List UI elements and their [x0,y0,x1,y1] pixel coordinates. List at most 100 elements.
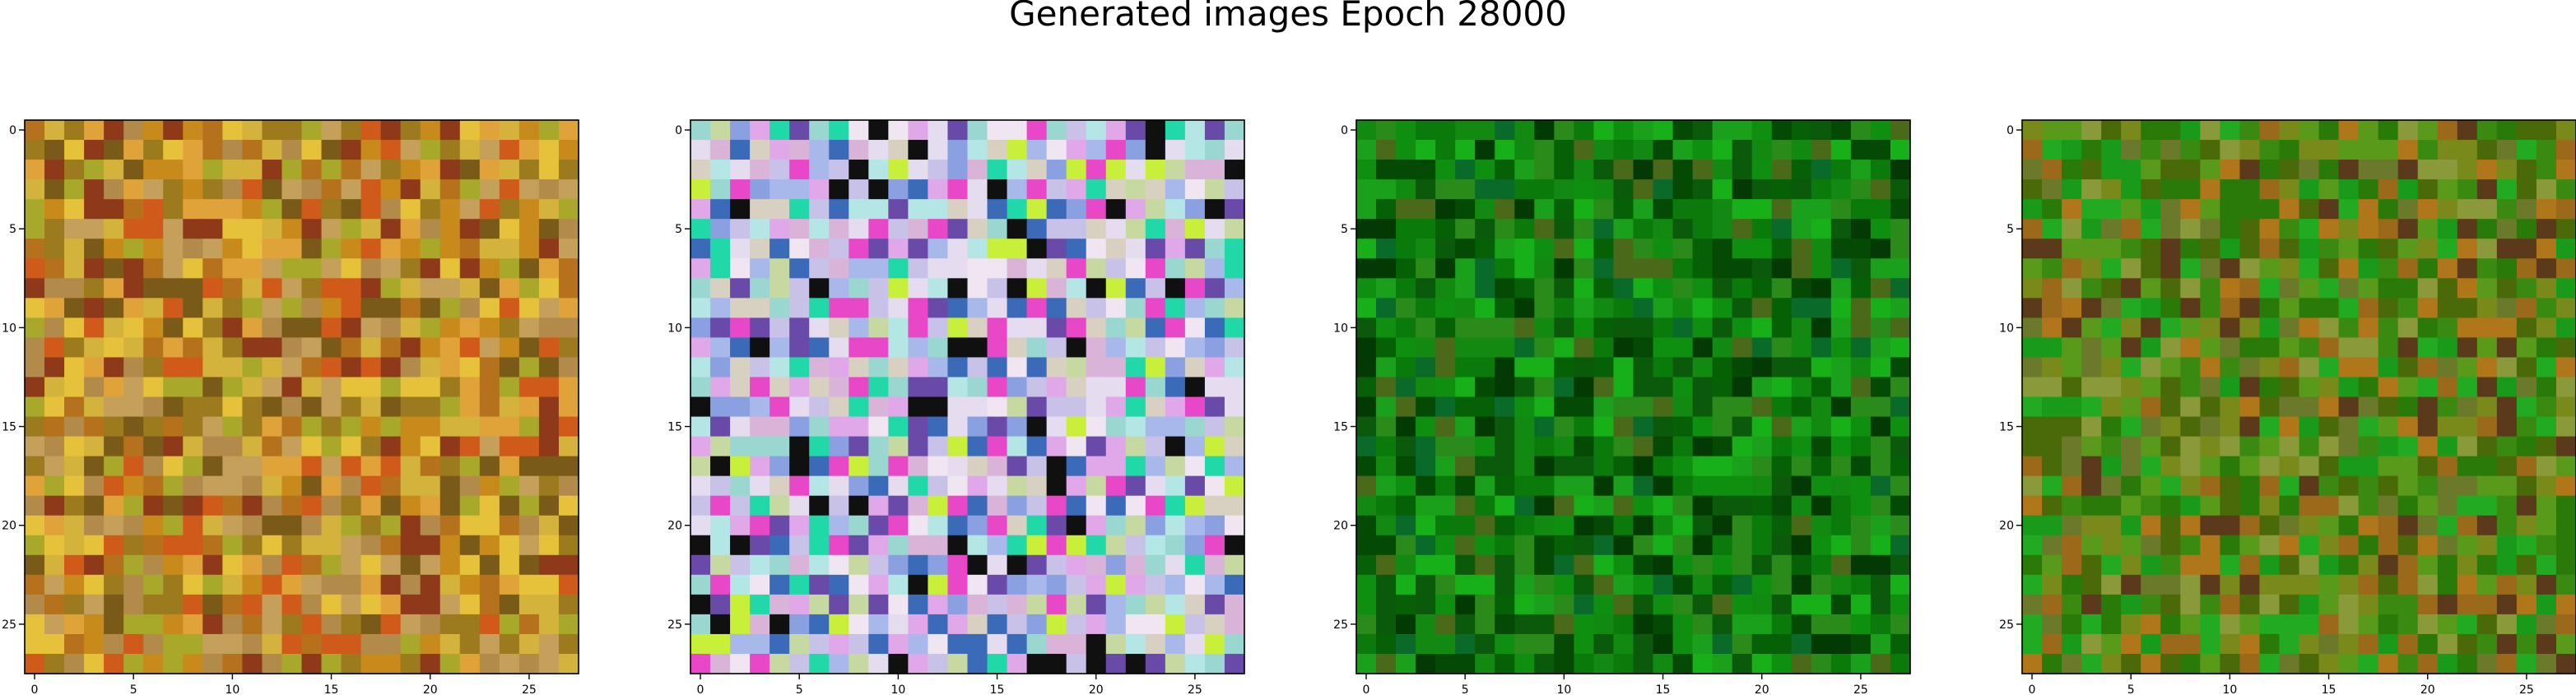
pixel-cell [2081,535,2102,556]
pixel-cell [1396,456,1416,477]
pixel-cell [928,456,949,477]
pixel-cell [2417,614,2439,635]
pixel-cell [420,298,441,318]
pixel-cell [789,535,810,556]
pixel-cell [25,515,45,536]
pixel-cell [2081,357,2102,378]
pixel-cell [1086,653,1107,674]
pixel-cell [439,317,461,338]
pixel-cell [242,357,263,378]
pixel-cell [829,614,849,635]
pixel-cell [321,120,342,141]
pixel-cell [1455,337,1476,359]
pixel-cell [690,653,711,674]
pixel-cell [183,317,203,338]
pixel-cell [2259,396,2281,418]
pixel-cell [44,298,65,318]
pixel-cell [2141,653,2161,674]
pixel-cell [2378,495,2399,517]
pixel-cell [2417,120,2439,141]
pixel-cell [908,653,929,674]
pixel-cell [222,377,243,398]
pixel-cell [2081,258,2102,279]
pixel-cell [1007,633,1028,655]
pixel-cell [829,495,849,517]
pixel-cell [750,574,770,595]
pixel-cell [2417,219,2439,239]
pixel-cell [242,614,263,635]
pixel-cell [400,554,421,576]
pixel-cell [380,614,402,635]
pixel-cell [380,515,402,536]
pixel-cell [849,337,869,359]
pixel-cell [2062,357,2082,378]
pixel-cell [262,239,283,259]
pixel-cell [2279,574,2300,595]
pixel-cell [1890,317,1911,338]
pixel-cell [1105,436,1127,457]
pixel-cell [1145,554,1166,576]
pixel-cell [1653,160,1674,180]
pixel-cell [183,258,203,279]
pixel-cell [2437,337,2458,359]
pixel-cell [2200,653,2220,674]
pixel-cell [1633,495,1654,517]
pixel-cell [2042,160,2062,180]
pixel-cell [2397,436,2419,457]
pixel-cell [439,239,461,259]
pixel-cell [2358,140,2379,160]
pixel-cell [360,416,382,438]
pixel-cell [2062,456,2082,477]
pixel-cell [2299,298,2320,318]
pixel-cell [750,456,770,477]
pixel-cell [499,614,520,635]
pixel-cell [400,436,421,457]
pixel-cell [2318,515,2340,536]
pixel-cell [1613,179,1634,200]
pixel-cell [2378,475,2399,497]
pixel-cell [2457,357,2478,378]
pixel-cell [849,554,869,576]
pixel-cell [25,475,45,497]
pixel-cell [360,515,382,536]
pixel-cell [1672,179,1694,200]
pixel-cell [2318,475,2340,497]
pixel-cell [1007,416,1028,438]
pixel-cell [1007,614,1028,635]
pixel-cell [1007,653,1028,674]
pixel-cell [2022,416,2043,438]
pixel-cell [1007,160,1028,180]
pixel-cell [1633,199,1654,220]
pixel-cell [321,416,342,438]
pixel-cell [690,475,711,497]
pixel-cell [1105,633,1127,655]
pixel-cell [1495,298,1515,318]
pixel-cell [1771,298,1793,318]
pixel-cell [321,633,342,655]
pixel-cell [1830,377,1852,398]
pixel-cell [1870,179,1891,200]
pixel-cell [1633,633,1654,655]
pixel-cell [967,416,988,438]
pixel-cell [1416,317,1436,338]
pixel-cell [1593,456,1615,477]
pixel-cell [1593,357,1615,378]
pixel-cell [104,377,124,398]
pixel-cell [2062,140,2082,160]
pixel-cell [301,239,323,259]
pixel-cell [967,436,988,457]
pixel-cell [1771,199,1793,220]
pixel-cell [2259,436,2281,457]
pixel-cell [888,140,909,160]
pixel-cell [967,594,988,615]
pixel-cell [1771,258,1793,279]
pixel-cell [2160,337,2181,359]
pixel-cell [400,594,421,615]
pixel-cell [1125,298,1146,318]
pixel-cell [1066,614,1087,635]
pixel-cell [380,653,402,674]
pixel-cell [2121,140,2141,160]
pixel-cell [1416,653,1436,674]
pixel-cell [1184,574,1206,595]
pixel-cell [849,140,869,160]
